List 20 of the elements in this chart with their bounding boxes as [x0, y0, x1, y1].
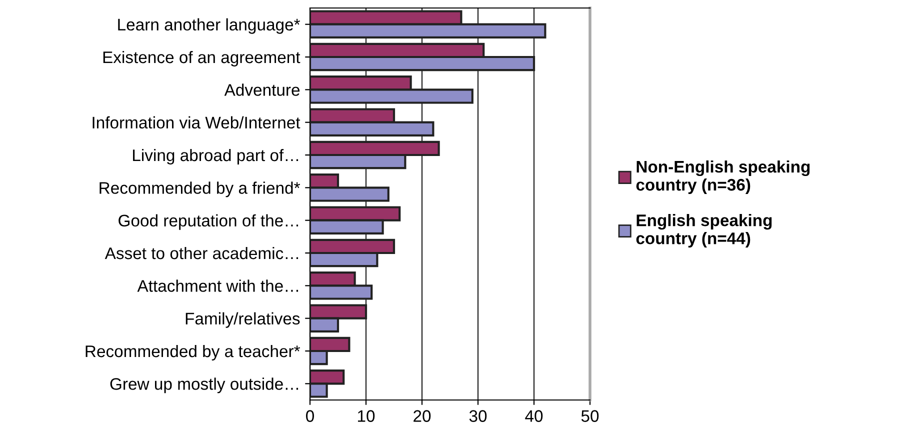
y-tick-label: Asset to other academic… — [104, 246, 298, 260]
y-tick-label: Existence of an agreement — [103, 50, 300, 66]
y-tick-label: Family/relatives — [186, 312, 300, 328]
y-tick-label: Recommended by a friend* — [100, 182, 300, 198]
legend-label: Non-English speaking country (n=36) — [636, 160, 810, 194]
x-tick-label: 10 — [358, 410, 375, 422]
y-tick-label: Good reputation of the… — [118, 214, 298, 230]
y-tick-label: Learn another language* — [118, 18, 300, 34]
x-tick-label: 50 — [581, 410, 599, 422]
legend-label: English speaking country (n=44) — [636, 214, 772, 248]
x-tick-label: 0 — [306, 410, 314, 422]
y-tick-label: Information via Web/Internet — [92, 116, 300, 129]
y-tick-label: Adventure — [224, 84, 300, 96]
x-tick-label: 30 — [469, 410, 487, 422]
y-tick-label: Recommended by a teacher* — [86, 344, 300, 360]
y-tick-label: Grew up mostly outside… — [110, 378, 298, 394]
y-tick-label: Attachment with the… — [137, 280, 298, 292]
y-tick-label: Living abroad part of… — [133, 148, 298, 164]
x-tick-label: 20 — [414, 410, 431, 422]
x-tick-label: 40 — [525, 410, 543, 422]
